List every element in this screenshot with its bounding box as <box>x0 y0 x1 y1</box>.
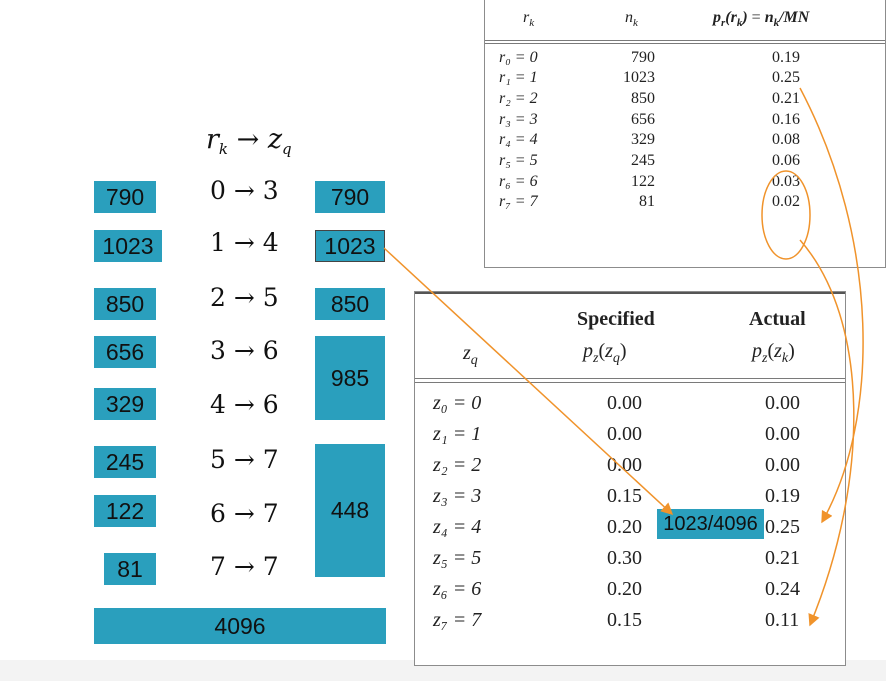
mapping-row: 5 → 7 <box>210 445 279 474</box>
col-header-spec: pz(zq) <box>583 340 627 366</box>
p-cell: 0.06 <box>772 152 800 169</box>
col-header-rk: rk <box>523 9 535 29</box>
left-value-box: 850 <box>94 288 156 320</box>
col-header-nk: nk <box>625 9 638 29</box>
n-cell: 329 <box>631 131 655 148</box>
spec-cell: 0.15 <box>607 609 642 631</box>
mapping-row: 4 → 6 <box>210 390 279 419</box>
n-cell: 656 <box>631 111 655 128</box>
mapping-row: 6 → 7 <box>210 499 279 528</box>
mapping-row: 0 → 3 <box>210 176 279 205</box>
left-value-box: 329 <box>94 388 156 420</box>
right-value-box: 1023 <box>315 230 385 262</box>
p-cell: 0.19 <box>772 49 800 66</box>
act-cell: 0.24 <box>765 578 800 600</box>
col-header-pr: pr(rk) = nk/MN <box>713 9 810 29</box>
r-cell: r₇ = 7 <box>499 193 538 210</box>
z-cell: z₁ = 1 <box>433 423 482 445</box>
p-cell: 0.02 <box>772 193 800 210</box>
spec-cell: 0.00 <box>607 392 642 414</box>
p-cell: 0.21 <box>772 90 800 107</box>
left-value-box: 122 <box>94 495 156 527</box>
n-cell: 1023 <box>623 69 655 86</box>
p-cell: 0.16 <box>772 111 800 128</box>
right-value-box: 850 <box>315 288 385 320</box>
n-cell: 790 <box>631 49 655 66</box>
p-cell: 0.25 <box>772 69 800 86</box>
n-cell: 850 <box>631 90 655 107</box>
act-cell: 0.00 <box>765 423 800 445</box>
left-value-box: 1023 <box>94 230 162 262</box>
r-cell: r₄ = 4 <box>499 131 538 148</box>
left-value-box: 656 <box>94 336 156 368</box>
act-cell: 0.00 <box>765 392 800 414</box>
mapping-row: 7 → 7 <box>210 552 279 581</box>
specified-actual-table: Specified Actual zq pz(zq) pz(zk) z₀ = 0… <box>414 291 846 666</box>
z-cell: z₇ = 7 <box>433 609 482 631</box>
left-value-box: 245 <box>94 446 156 478</box>
z-cell: z₆ = 6 <box>433 578 482 600</box>
z-cell: z₃ = 3 <box>433 485 482 507</box>
r-cell: r₂ = 2 <box>499 90 538 107</box>
col-header-act: pz(zk) <box>752 340 795 366</box>
r-cell: r₁ = 1 <box>499 69 538 86</box>
mapping-row: 3 → 6 <box>210 336 279 365</box>
z-cell: z₅ = 5 <box>433 547 482 569</box>
spec-cell: 0.20 <box>607 578 642 600</box>
col-header-zq: zq <box>463 342 478 368</box>
n-cell: 245 <box>631 152 655 169</box>
act-cell: 0.19 <box>765 485 800 507</box>
right-value-box: 790 <box>315 181 385 213</box>
right-value-box: 985 <box>315 336 385 420</box>
total-box: 4096 <box>94 608 386 644</box>
mapping-row: 1 → 4 <box>210 228 279 257</box>
header-specified: Specified <box>577 308 655 330</box>
z-cell: z₄ = 4 <box>433 516 482 538</box>
mapping-header: rk → zq <box>206 124 292 158</box>
spec-cell: 0.15 <box>607 485 642 507</box>
mapping-row: 2 → 5 <box>210 283 279 312</box>
header-actual: Actual <box>749 308 806 330</box>
p-cell: 0.03 <box>772 173 800 190</box>
spec-cell: 0.00 <box>607 423 642 445</box>
n-cell: 122 <box>631 173 655 190</box>
histogram-table: rk nk pr(rk) = nk/MN r₀ = 0 790 0.19 r₁ … <box>484 0 886 268</box>
n-cell: 81 <box>639 193 655 210</box>
left-value-box: 81 <box>104 553 156 585</box>
spec-cell: 0.00 <box>607 454 642 476</box>
right-value-box: 448 <box>315 444 385 577</box>
r-cell: r₀ = 0 <box>499 49 538 66</box>
p-cell: 0.08 <box>772 131 800 148</box>
act-cell: 0.00 <box>765 454 800 476</box>
spec-cell: 0.30 <box>607 547 642 569</box>
r-cell: r₅ = 5 <box>499 152 538 169</box>
act-cell: 0.21 <box>765 547 800 569</box>
z-cell: z₂ = 2 <box>433 454 482 476</box>
spec-cell: 0.20 <box>607 516 642 538</box>
r-cell: r₃ = 3 <box>499 111 538 128</box>
act-cell: 0.11 <box>765 609 800 631</box>
highlight-fraction-box: 1023/4096 <box>657 509 764 539</box>
r-cell: r₆ = 6 <box>499 173 538 190</box>
act-cell: 0.25 <box>765 516 800 538</box>
z-cell: z₀ = 0 <box>433 392 482 414</box>
left-value-box: 790 <box>94 181 156 213</box>
